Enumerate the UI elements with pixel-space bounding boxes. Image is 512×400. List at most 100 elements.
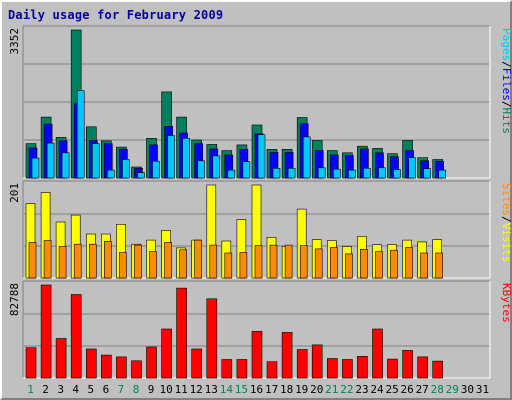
bar-pages-day-14 (227, 169, 236, 179)
bar-sites-day-8 (134, 244, 142, 279)
day-label: 18 (280, 383, 293, 396)
bar-kbytes-day-8 (131, 360, 142, 379)
legend: Sites/Visits (500, 183, 512, 263)
panel-2: 201 Sites/Visits (8, 180, 512, 279)
bar-kbytes-day-27 (417, 356, 429, 379)
bar-pages-day-22 (348, 169, 356, 179)
bar-kbytes-day-11 (176, 287, 187, 379)
bar-pages-day-24 (378, 167, 386, 179)
legend-part: Hits (500, 108, 512, 135)
bar-sites-day-22 (345, 253, 353, 279)
day-label: 4 (72, 383, 79, 396)
bar-kbytes-day-7 (116, 356, 127, 379)
bar-sites-day-13 (209, 244, 218, 279)
x-axis-labels: 1 2 3 4 5 6 7 8 9 10 11 12 13 14 15 16 17 18 19 20 21 22 23 24 2… (27, 383, 489, 396)
bar-sites-day-28 (435, 252, 444, 279)
bar-kbytes-day-15 (236, 359, 248, 379)
day-label: 2 (42, 383, 49, 396)
bar-kbytes-day-10 (161, 328, 172, 379)
bar-pages-day-8 (137, 172, 145, 179)
day-label: 15 (235, 383, 248, 396)
bar-pages-day-25 (393, 169, 401, 179)
bar-pages-day-19 (302, 136, 311, 179)
day-label: 8 (133, 383, 140, 396)
bar-sites-day-7 (119, 252, 127, 279)
bar-kbytes-day-12 (191, 348, 202, 379)
bar-kbytes-day-23 (357, 355, 368, 379)
bar-kbytes-day-3 (55, 338, 67, 379)
legend: KBytes (500, 283, 512, 323)
bar-kbytes-day-18 (281, 332, 293, 379)
bar-kbytes-day-26 (402, 350, 413, 379)
legend-part: / (500, 101, 512, 108)
bar-kbytes-day-25 (387, 358, 398, 379)
bar-kbytes-day-28 (432, 360, 444, 379)
legend: Pages/Files/Hits (500, 28, 512, 134)
bar-sites-day-24 (375, 251, 383, 279)
bar-pages-day-16 (257, 134, 266, 179)
bar-kbytes-day-22 (342, 359, 353, 379)
day-label: 26 (400, 383, 413, 396)
day-label: 5 (87, 383, 94, 396)
bar-pages-day-10 (167, 135, 175, 179)
bar-kbytes-day-9 (146, 346, 157, 379)
y-max-label: 3352 (8, 28, 21, 55)
bar-kbytes-day-6 (101, 354, 112, 379)
day-label: 30 (461, 383, 474, 396)
bar-sites-day-23 (360, 249, 368, 279)
day-label: 27 (416, 383, 429, 396)
bar-kbytes-day-4 (70, 294, 82, 379)
legend-part: Files (500, 68, 512, 101)
y-max-label: 82788 (8, 283, 21, 316)
bar-kbytes-day-14 (221, 359, 233, 379)
bar-sites-day-20 (314, 248, 323, 279)
bar-sites-day-11 (179, 249, 187, 279)
bar-pages-day-12 (197, 160, 205, 179)
bar-pages-day-21 (332, 168, 341, 179)
day-label: 25 (385, 383, 398, 396)
day-label: 24 (370, 383, 384, 396)
bar-sites-day-19 (299, 245, 308, 279)
chart-title: Daily usage for February 2009 (8, 8, 224, 22)
bar-pages-day-26 (408, 157, 416, 179)
bar-sites-day-9 (149, 251, 157, 279)
legend-part: / (500, 61, 512, 68)
bar-pages-day-23 (363, 168, 371, 179)
bar-sites-day-16 (254, 245, 263, 279)
day-label: 22 (340, 383, 353, 396)
bar-pages-day-13 (212, 155, 221, 179)
bar-pages-day-27 (423, 168, 432, 179)
bar-sites-day-5 (89, 243, 97, 279)
bar-sites-day-1 (28, 242, 37, 279)
bar-kbytes-day-2 (40, 284, 52, 379)
bar-sites-day-26 (405, 247, 413, 279)
day-label: 29 (446, 383, 459, 396)
bar-kbytes-day-13 (206, 298, 218, 379)
bar-pages-day-28 (438, 169, 447, 179)
bar-sites-day-4 (73, 243, 82, 279)
bar-pages-day-15 (242, 161, 251, 179)
bar-kbytes-day-24 (372, 328, 383, 379)
bar-sites-day-14 (224, 252, 233, 279)
bar-kbytes-day-21 (326, 358, 338, 379)
bar-pages-day-4 (76, 90, 85, 179)
legend-part: Visits (500, 223, 512, 263)
bar-sites-day-6 (104, 241, 112, 279)
bar-sites-day-17 (269, 244, 278, 279)
bar-pages-day-2 (46, 142, 55, 179)
day-label: 21 (325, 383, 338, 396)
day-label: 3 (57, 383, 64, 396)
bar-kbytes-day-20 (311, 344, 323, 379)
day-label: 11 (175, 383, 188, 396)
bar-sites-day-2 (43, 240, 52, 279)
day-label: 17 (265, 383, 278, 396)
bar-pages-day-20 (317, 167, 326, 179)
bar-kbytes-day-1 (25, 347, 37, 379)
day-label: 1 (27, 383, 34, 396)
bar-kbytes-day-16 (251, 331, 263, 379)
bar-pages-day-5 (92, 143, 100, 179)
day-label: 16 (250, 383, 263, 396)
day-label: 31 (476, 383, 489, 396)
bar-sites-day-27 (420, 252, 429, 279)
